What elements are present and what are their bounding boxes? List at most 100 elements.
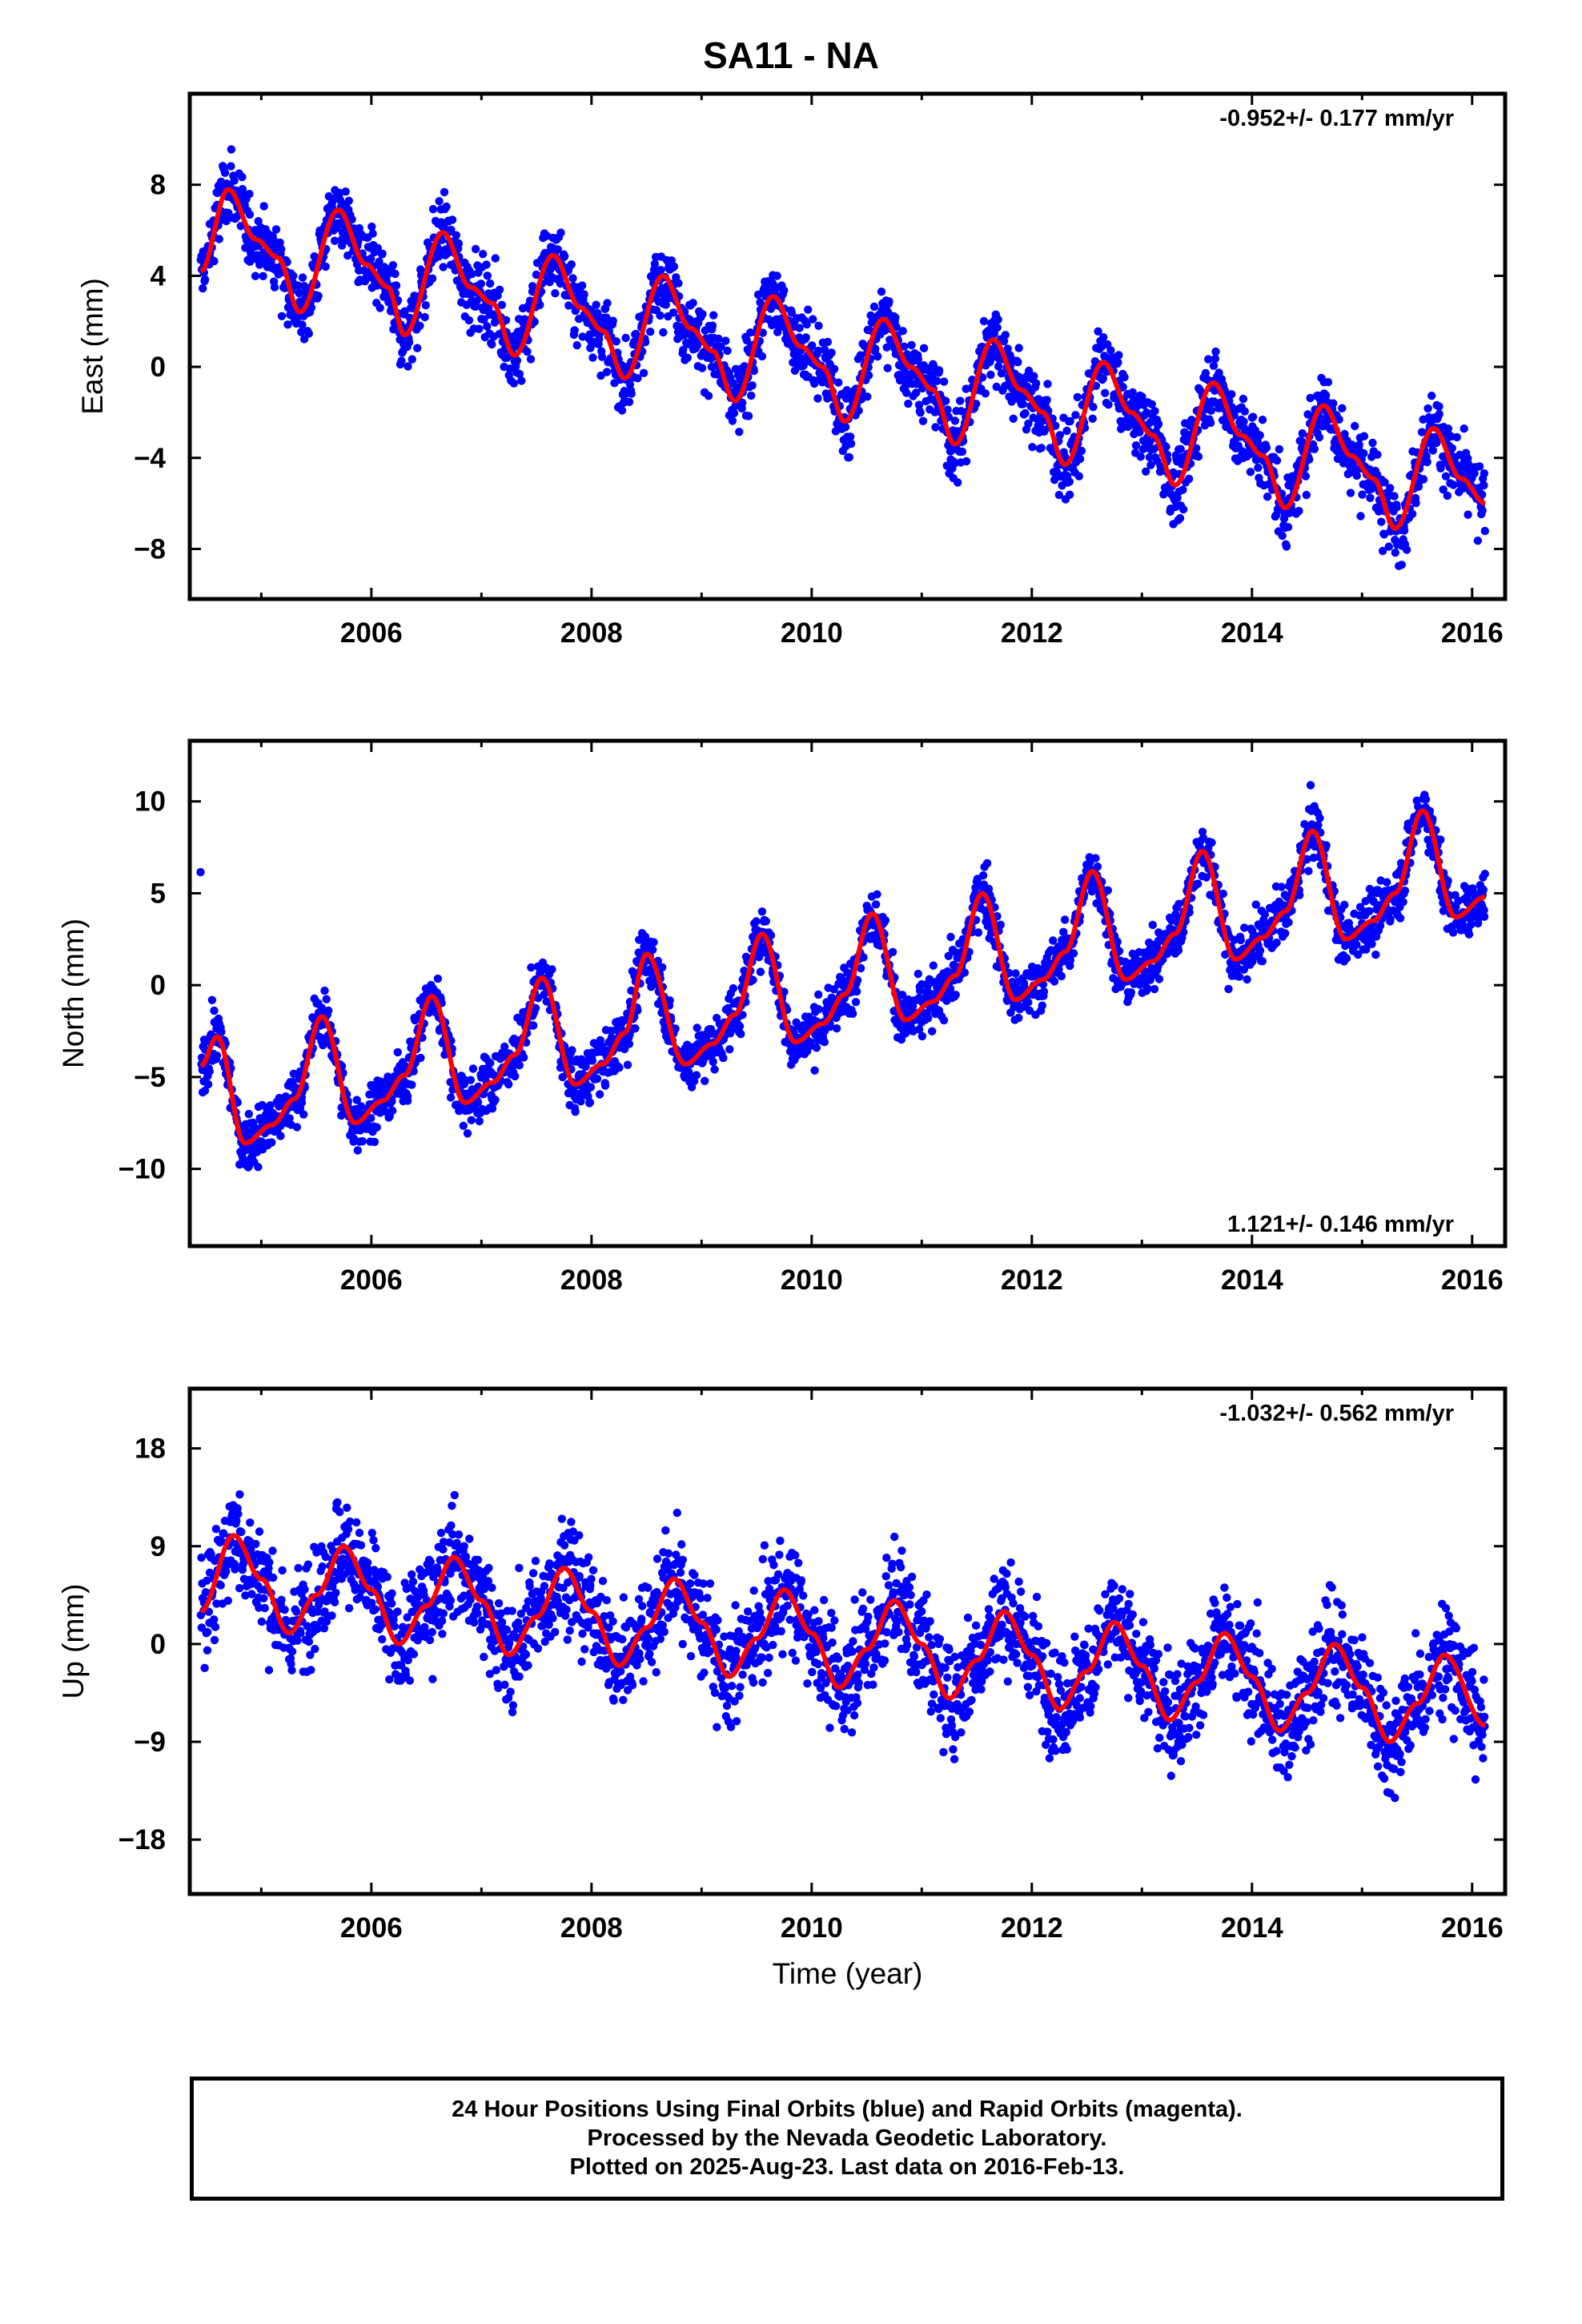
data-point: [931, 423, 940, 432]
data-point: [483, 271, 492, 280]
data-point: [939, 1015, 949, 1025]
data-point: [404, 338, 414, 347]
data-point: [914, 400, 924, 409]
data-point: [442, 202, 451, 211]
data-point: [1235, 972, 1244, 981]
data-point: [814, 1005, 823, 1014]
data-point: [571, 1108, 580, 1116]
data-point: [916, 408, 925, 417]
data-point: [321, 262, 330, 271]
data-point: [203, 1080, 213, 1089]
data-point: [624, 1039, 634, 1048]
data-point: [404, 362, 412, 371]
data-point: [428, 205, 438, 214]
data-point: [576, 1097, 585, 1106]
data-point: [856, 963, 865, 973]
data-point: [753, 290, 763, 300]
data-point: [285, 1114, 294, 1123]
data-point: [515, 1061, 524, 1070]
data-point: [1211, 347, 1220, 356]
data-point: [871, 344, 880, 353]
data-point: [954, 478, 962, 487]
data-point: [553, 245, 562, 254]
data-point: [612, 337, 620, 346]
data-point: [814, 321, 823, 330]
data-point: [1258, 416, 1267, 424]
data-point: [298, 320, 307, 329]
data-point: [523, 347, 532, 356]
data-point: [504, 1080, 513, 1089]
data-point: [275, 238, 284, 247]
data-point: [1207, 838, 1216, 847]
x-tick-label: 2008: [560, 617, 623, 649]
data-point: [814, 346, 823, 356]
data-point: [1407, 509, 1417, 518]
data-point: [1315, 814, 1324, 822]
data-point: [1011, 969, 1020, 978]
data-point: [1423, 404, 1432, 413]
data-point: [1258, 957, 1267, 966]
data-point: [367, 1082, 376, 1091]
data-point: [1278, 531, 1287, 541]
data-point: [319, 1040, 327, 1050]
data-point: [1098, 374, 1108, 383]
data-point: [689, 299, 697, 308]
data-point: [567, 260, 576, 269]
data-point: [627, 389, 636, 398]
data-point: [588, 353, 597, 362]
data-point: [1402, 545, 1411, 554]
data-point: [466, 1076, 476, 1084]
data-point: [1025, 1006, 1034, 1015]
data-point: [1142, 983, 1152, 993]
data-point: [245, 210, 255, 219]
data-point: [526, 355, 536, 364]
data-point: [841, 423, 850, 432]
data-point: [1219, 889, 1228, 899]
data-point: [1174, 946, 1183, 955]
data-point: [996, 920, 1006, 930]
data-point: [486, 1059, 495, 1068]
data-point: [787, 308, 796, 317]
data-point: [1480, 526, 1490, 536]
data-point: [292, 1123, 302, 1132]
data-point: [1091, 854, 1100, 862]
data-point: [297, 1098, 307, 1108]
data-point: [846, 432, 855, 441]
data-point: [483, 322, 492, 331]
data-point: [1103, 886, 1113, 895]
data-point: [1262, 443, 1271, 452]
data-point: [864, 371, 873, 380]
data-point: [1018, 400, 1028, 408]
data-point: [1392, 503, 1401, 512]
data-point: [1066, 416, 1074, 426]
data-point: [1449, 480, 1458, 489]
data-point: [892, 323, 901, 332]
data-point: [881, 916, 890, 925]
data-point: [448, 215, 457, 224]
data-point: [586, 1083, 596, 1092]
y-axis-label: East (mm): [76, 278, 109, 415]
data-point: [801, 333, 810, 342]
data-point: [397, 356, 406, 365]
data-point: [212, 1051, 222, 1060]
data-point: [196, 867, 205, 877]
data-point: [1038, 1001, 1047, 1010]
data-point: [1480, 480, 1488, 490]
data-point: [1207, 406, 1216, 415]
data-point: [902, 388, 911, 397]
data-point: [1340, 429, 1349, 439]
data-point: [704, 392, 713, 400]
data-point: [1306, 393, 1315, 403]
data-point: [1368, 438, 1377, 448]
data-point: [692, 1071, 701, 1080]
data-point: [574, 315, 584, 324]
data-point: [656, 266, 665, 275]
data-point: [1281, 929, 1290, 938]
data-point: [1089, 403, 1098, 412]
data-point: [731, 401, 740, 410]
data-point: [1146, 460, 1155, 469]
data-point: [200, 275, 210, 284]
data-point: [1305, 455, 1314, 464]
data-point: [877, 287, 886, 296]
data-point: [633, 374, 642, 383]
